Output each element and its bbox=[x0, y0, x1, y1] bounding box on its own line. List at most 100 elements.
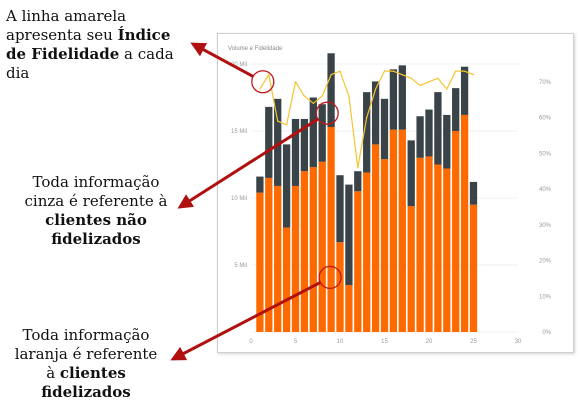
line-point bbox=[321, 95, 323, 97]
bar-nao-fidelizados bbox=[443, 114, 451, 169]
y-right-tick-label: 40% bbox=[539, 187, 552, 193]
bar-nao-fidelizados bbox=[318, 104, 326, 162]
annotation-orange-bars: Toda informação laranja é referente à clie… bbox=[6, 326, 166, 402]
line-point bbox=[383, 70, 386, 72]
bar-fidelizados bbox=[274, 185, 282, 332]
bar-nao-fidelizados bbox=[300, 118, 309, 172]
line-point bbox=[374, 88, 377, 90]
y-right-tick-label: 70% bbox=[539, 80, 552, 86]
bar-fidelizados bbox=[291, 185, 300, 332]
chart-panel: Volume e Fidelidade 5 Mil 10 Mil 15 Mil 20 M… bbox=[217, 33, 574, 353]
annotation-text: apresenta seu bbox=[6, 26, 118, 44]
annotation-text: laranja é referente bbox=[14, 345, 158, 363]
annotation-emphasis: clientes não bbox=[45, 211, 147, 229]
bar-nao-fidelizados bbox=[469, 181, 478, 205]
line-point bbox=[348, 95, 350, 97]
annotation-text: à bbox=[46, 364, 60, 382]
y-left-tick-label: 15 Mil bbox=[231, 129, 247, 135]
line-point bbox=[455, 70, 457, 72]
bar-nao-fidelizados bbox=[452, 88, 460, 131]
bar-nao-fidelizados bbox=[256, 176, 264, 193]
bar-fidelizados bbox=[318, 161, 326, 332]
annotation-emphasis: fidelizados bbox=[51, 230, 141, 248]
bar-nao-fidelizados bbox=[336, 175, 344, 243]
annotation-line: de Fidelidade a cada bbox=[6, 45, 196, 64]
annotation-emphasis: Índice bbox=[117, 26, 171, 44]
bar-nao-fidelizados bbox=[345, 184, 353, 286]
annotation-line: à clientes bbox=[6, 364, 166, 383]
annotation-text: Toda informação bbox=[22, 326, 150, 344]
bar-nao-fidelizados bbox=[407, 140, 415, 207]
annotation-text: A linha amarela bbox=[6, 7, 127, 25]
bar-fidelizados bbox=[363, 172, 371, 332]
line-point bbox=[285, 124, 288, 126]
line-point bbox=[463, 70, 466, 72]
annotation-text: dia bbox=[6, 64, 30, 82]
line-point bbox=[294, 81, 297, 83]
annotation-emphasis: fidelizados bbox=[41, 383, 131, 401]
annotation-yellow-line: A linha amarela apresenta seu Índice de Fi… bbox=[6, 7, 196, 83]
line-point bbox=[410, 77, 412, 79]
bar-nao-fidelizados bbox=[380, 98, 389, 160]
bar-fidelizados bbox=[354, 191, 362, 332]
y-right-tick-label: 30% bbox=[539, 223, 552, 229]
line-point bbox=[472, 74, 475, 76]
annotation-line: cinza é referente à bbox=[10, 192, 182, 211]
x-tick-label: 20 bbox=[426, 339, 433, 345]
bar-nao-fidelizados bbox=[327, 53, 335, 127]
bar-nao-fidelizados bbox=[416, 116, 424, 158]
line-point bbox=[268, 74, 270, 76]
annotation-text: Toda informação bbox=[32, 173, 160, 191]
bar-fidelizados bbox=[398, 129, 406, 332]
annotation-emphasis: de Fidelidade bbox=[6, 45, 120, 63]
annotation-text: a cada bbox=[119, 45, 174, 63]
bar-fidelizados bbox=[460, 114, 469, 332]
bar-fidelizados bbox=[443, 168, 451, 332]
highlight-circle bbox=[251, 70, 275, 94]
line-point bbox=[303, 95, 306, 97]
x-tick-label: 25 bbox=[470, 339, 477, 345]
line-point bbox=[392, 70, 395, 72]
annotation-gray-bars: Toda informação cinza é referente à client… bbox=[10, 173, 182, 249]
bar-nao-fidelizados bbox=[354, 171, 362, 192]
bar-fidelizados bbox=[282, 227, 291, 332]
bar-fidelizados bbox=[380, 159, 389, 332]
bar-nao-fidelizados bbox=[309, 97, 317, 168]
line-point bbox=[401, 74, 403, 76]
bar-nao-fidelizados bbox=[389, 69, 398, 130]
annotation-text: cinza é referente à bbox=[24, 192, 168, 210]
bar-nao-fidelizados bbox=[425, 109, 433, 157]
bar-nao-fidelizados bbox=[371, 81, 380, 145]
y-left-tick-label: 20 Mil bbox=[231, 62, 247, 68]
bar-fidelizados bbox=[371, 144, 380, 332]
y-right-tick-label: 20% bbox=[539, 259, 552, 265]
bar-nao-fidelizados bbox=[363, 92, 371, 173]
annotation-line: Toda informação bbox=[6, 326, 166, 345]
line-point bbox=[357, 166, 359, 169]
x-tick-label: 5 bbox=[294, 339, 298, 345]
bar-fidelizados bbox=[425, 156, 433, 332]
bar-fidelizados bbox=[336, 242, 344, 332]
bar-nao-fidelizados bbox=[291, 118, 300, 186]
line-point bbox=[437, 77, 439, 79]
annotation-emphasis: clientes bbox=[59, 364, 126, 382]
line-point bbox=[259, 88, 261, 90]
y-left-tick-label: 5 Mil bbox=[234, 263, 247, 269]
bar-nao-fidelizados bbox=[398, 65, 406, 130]
y-right-tick-label: 50% bbox=[539, 151, 552, 157]
bar-fidelizados bbox=[389, 129, 398, 332]
y-right-tick-label: 10% bbox=[539, 294, 552, 300]
bar-fidelizados bbox=[345, 285, 353, 332]
line-point bbox=[312, 102, 314, 105]
annotation-line: Toda informação bbox=[10, 173, 182, 192]
bar-fidelizados bbox=[327, 126, 335, 332]
bar-fidelizados bbox=[469, 204, 478, 332]
x-tick-label: 15 bbox=[381, 339, 388, 345]
bar-fidelizados bbox=[434, 164, 442, 332]
line-point bbox=[339, 70, 341, 72]
bar-nao-fidelizados bbox=[282, 144, 291, 228]
bar-nao-fidelizados bbox=[460, 66, 469, 115]
line-point bbox=[366, 116, 368, 119]
line-point bbox=[330, 74, 332, 76]
